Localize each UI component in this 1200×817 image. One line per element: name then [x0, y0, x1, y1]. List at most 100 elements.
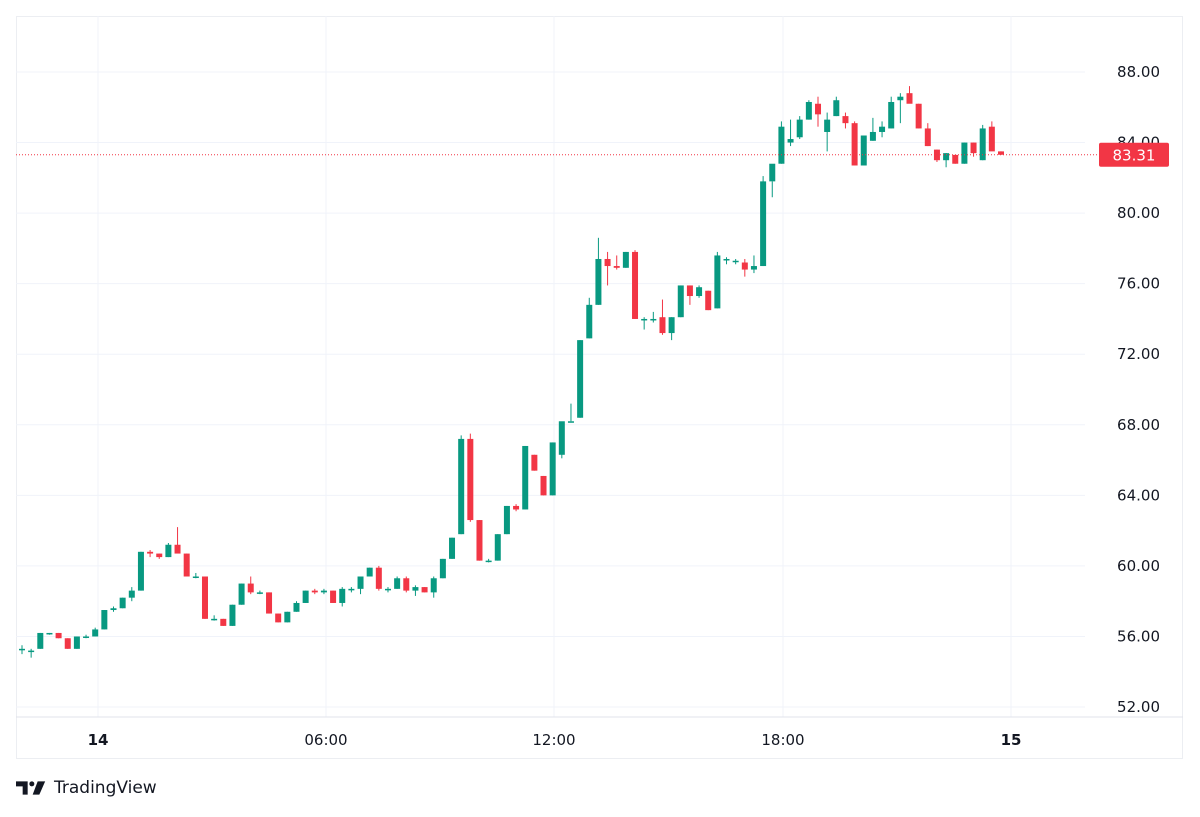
- candle: [604, 251, 611, 286]
- candle: [494, 534, 501, 561]
- price-tick-label: 88.00: [1117, 63, 1160, 81]
- candle: [549, 442, 556, 496]
- candle: [37, 632, 44, 649]
- candle: [238, 583, 245, 605]
- candle: [128, 587, 135, 602]
- grid-lines: [16, 16, 1183, 718]
- candle: [183, 553, 190, 577]
- brand-name: TradingView: [54, 778, 157, 798]
- candle: [750, 255, 757, 274]
- candle: [961, 142, 968, 164]
- candle: [595, 237, 602, 305]
- price-tick-label: 52.00: [1117, 698, 1160, 716]
- candle: [723, 257, 730, 265]
- candle: [339, 587, 346, 607]
- candle: [192, 572, 199, 579]
- candle: [119, 597, 126, 609]
- price-tick-label: 80.00: [1117, 204, 1160, 222]
- candle: [46, 632, 53, 635]
- candle: [824, 112, 831, 152]
- tradingview-logo-icon: [16, 781, 46, 795]
- time-tick-label: 14: [88, 731, 109, 749]
- price-axis[interactable]: 88.0084.0080.0076.0072.0068.0064.0060.00…: [1117, 63, 1160, 716]
- candle: [83, 634, 90, 639]
- time-axis[interactable]: 14 06:00 12:00 18:00 15: [88, 731, 1022, 749]
- candle: [677, 285, 684, 318]
- candle: [558, 421, 565, 459]
- candle: [815, 96, 822, 127]
- candle: [439, 558, 446, 579]
- tradingview-brand[interactable]: TradingView: [16, 778, 157, 798]
- price-tick-label: 64.00: [1117, 486, 1160, 504]
- candle: [952, 154, 959, 164]
- candle: [860, 135, 867, 166]
- candle: [458, 435, 465, 535]
- candle: [110, 606, 117, 612]
- candle: [833, 96, 840, 117]
- candle: [778, 121, 785, 164]
- candle: [229, 604, 236, 626]
- last-price-badge: 83.31: [1099, 142, 1169, 167]
- price-tick-label: 76.00: [1117, 275, 1160, 293]
- candle: [696, 285, 703, 298]
- candle: [147, 550, 154, 558]
- candle: [577, 340, 584, 418]
- candle: [421, 587, 428, 593]
- candle: [275, 613, 282, 623]
- candle: [467, 433, 474, 522]
- candle: [302, 590, 309, 603]
- candle: [531, 454, 538, 471]
- candle: [622, 251, 629, 268]
- candle: [851, 121, 858, 166]
- candle: [137, 551, 144, 591]
- candle: [330, 590, 337, 603]
- candle: [906, 86, 913, 104]
- candle: [988, 121, 995, 152]
- time-tick-label: 12:00: [532, 731, 575, 749]
- candle: [650, 311, 657, 323]
- candle: [943, 153, 950, 168]
- candle: [613, 255, 620, 270]
- candle: [293, 601, 300, 612]
- candle: [384, 587, 391, 593]
- candle: [805, 100, 812, 120]
- candle: [897, 93, 904, 124]
- candle: [320, 588, 327, 595]
- candle: [842, 112, 849, 129]
- price-tick-label: 56.00: [1117, 627, 1160, 645]
- candle: [366, 567, 373, 577]
- candle: [201, 576, 208, 619]
- candle: [869, 117, 876, 141]
- candle: [659, 299, 666, 335]
- chart-frame: [16, 16, 1183, 759]
- candle: [28, 648, 35, 658]
- candle: [522, 445, 529, 510]
- candle: [348, 587, 355, 593]
- candle: [19, 645, 25, 655]
- candle: [503, 505, 510, 535]
- candle: [92, 627, 99, 637]
- candle: [165, 542, 172, 558]
- candle: [403, 576, 410, 593]
- candle: [375, 565, 382, 591]
- time-tick-label: 18:00: [761, 731, 804, 749]
- candle: [430, 576, 437, 598]
- candle: [760, 176, 767, 267]
- candle: [220, 618, 227, 626]
- candle: [641, 317, 648, 330]
- candle: [55, 632, 62, 639]
- candle: [787, 119, 794, 147]
- price-tick-label: 72.00: [1117, 345, 1160, 363]
- candle: [732, 258, 739, 265]
- candle: [101, 610, 108, 630]
- candle: [668, 317, 675, 341]
- candle: [705, 290, 712, 311]
- candle: [540, 475, 547, 496]
- candle: [567, 403, 574, 423]
- candle: [284, 611, 291, 623]
- candle: [156, 553, 163, 559]
- candle: [741, 258, 748, 277]
- candle: [476, 520, 483, 561]
- candle: [513, 504, 520, 512]
